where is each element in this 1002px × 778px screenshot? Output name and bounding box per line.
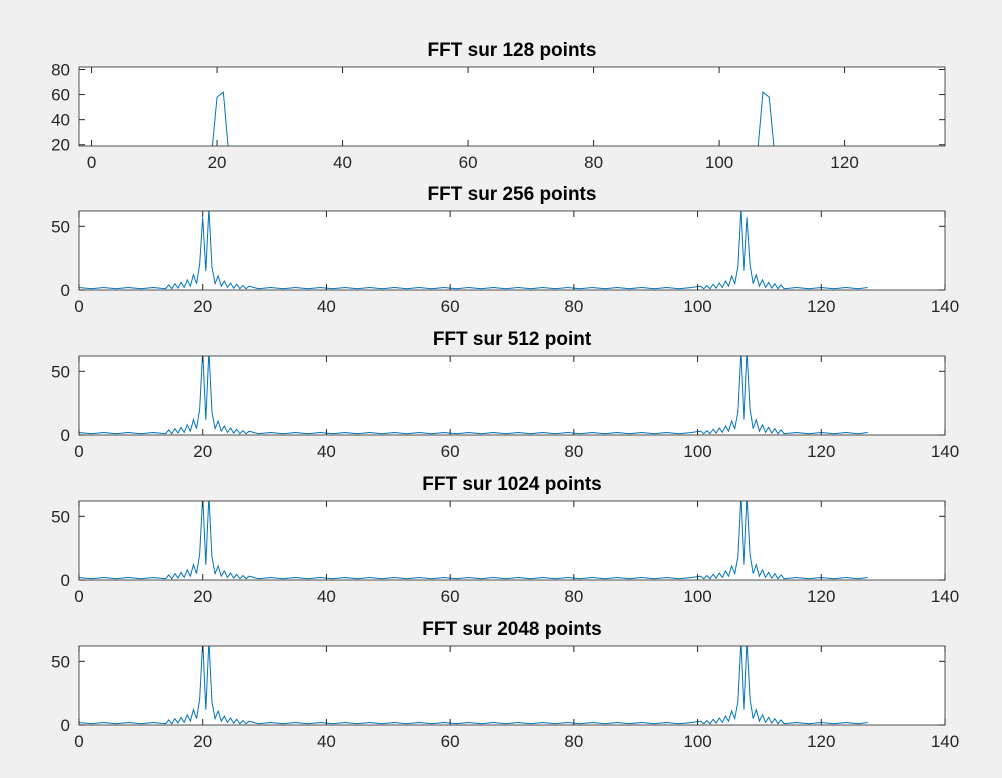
axes bbox=[79, 211, 945, 290]
x-tick-label: 0 bbox=[74, 732, 83, 751]
y-tick-label: 50 bbox=[51, 652, 70, 671]
x-tick-label: 40 bbox=[317, 587, 336, 606]
x-tick-label: 80 bbox=[564, 732, 583, 751]
fft-line bbox=[79, 501, 868, 580]
axes-box bbox=[78, 355, 946, 436]
axes bbox=[79, 356, 945, 435]
subplot: FFT sur 128 points 0 20 40 60 80 100 120 20 40 60 8… bbox=[51, 40, 946, 172]
x-tick-label: 20 bbox=[193, 442, 212, 461]
x-tick-label: 20 bbox=[193, 297, 212, 316]
x-tick-label: 100 bbox=[705, 153, 733, 172]
subplot-title: FFT sur 256 points bbox=[428, 184, 597, 205]
axes bbox=[79, 67, 945, 146]
x-tick-label: 120 bbox=[807, 442, 835, 461]
axes-box bbox=[78, 645, 946, 726]
x-tick-label: 120 bbox=[807, 297, 835, 316]
x-tick-label: 100 bbox=[683, 442, 711, 461]
x-tick-label: 40 bbox=[317, 297, 336, 316]
x-tick-label: 140 bbox=[931, 297, 959, 316]
x-tick-label: 120 bbox=[807, 732, 835, 751]
y-tick-label: 50 bbox=[51, 507, 70, 526]
subplot: FFT sur 512 point 0 20 40 60 80 100 120 140 0 50 bbox=[51, 329, 959, 461]
subplot: FFT sur 256 points 0 20 40 60 80 100 120 140 0 50 bbox=[51, 184, 959, 316]
x-tick-label: 20 bbox=[208, 153, 227, 172]
axes bbox=[79, 646, 945, 725]
x-tick-label: 80 bbox=[564, 442, 583, 461]
subplot-title: FFT sur 1024 points bbox=[422, 474, 601, 495]
x-tick-label: 0 bbox=[74, 297, 83, 316]
x-tick-label: 20 bbox=[193, 587, 212, 606]
y-tick-label: 40 bbox=[51, 111, 70, 130]
x-tick-label: 40 bbox=[317, 442, 336, 461]
fft-line bbox=[79, 211, 868, 290]
axes-box bbox=[78, 66, 946, 147]
x-tick-label: 100 bbox=[683, 732, 711, 751]
x-tick-label: 100 bbox=[683, 587, 711, 606]
y-tick-label: 20 bbox=[51, 136, 70, 155]
x-tick-label: 80 bbox=[564, 587, 583, 606]
axes-box bbox=[78, 210, 946, 291]
subplot-title: FFT sur 128 points bbox=[428, 40, 597, 61]
subplot-title: FFT sur 512 point bbox=[433, 329, 592, 350]
x-tick-label: 60 bbox=[441, 442, 460, 461]
axes bbox=[79, 501, 945, 580]
x-tick-label: 40 bbox=[317, 732, 336, 751]
x-tick-label: 60 bbox=[441, 587, 460, 606]
y-tick-label: 0 bbox=[61, 571, 70, 590]
subplot: FFT sur 1024 points 0 20 40 60 80 100 120 140 0 50 bbox=[51, 474, 959, 606]
x-tick-label: 60 bbox=[441, 297, 460, 316]
y-tick-label: 0 bbox=[61, 716, 70, 735]
y-tick-label: 50 bbox=[51, 217, 70, 236]
y-tick-label: 60 bbox=[51, 86, 70, 105]
x-tick-label: 40 bbox=[333, 153, 352, 172]
axes-box bbox=[78, 500, 946, 581]
x-tick-label: 120 bbox=[830, 153, 858, 172]
x-tick-label: 0 bbox=[87, 153, 96, 172]
fft-line bbox=[211, 91, 775, 146]
y-tick-label: 0 bbox=[61, 281, 70, 300]
x-tick-label: 100 bbox=[683, 297, 711, 316]
x-tick-label: 140 bbox=[931, 442, 959, 461]
x-tick-label: 120 bbox=[807, 587, 835, 606]
x-tick-label: 140 bbox=[931, 732, 959, 751]
subplot: FFT sur 2048 points 0 20 40 60 80 100 120 140 0 50 bbox=[51, 619, 959, 751]
x-tick-label: 0 bbox=[74, 587, 83, 606]
x-tick-label: 60 bbox=[441, 732, 460, 751]
subplot-title: FFT sur 2048 points bbox=[422, 619, 601, 640]
y-tick-label: 80 bbox=[51, 61, 70, 80]
x-tick-label: 20 bbox=[193, 732, 212, 751]
x-tick-label: 80 bbox=[564, 297, 583, 316]
fft-line bbox=[79, 356, 868, 435]
x-tick-label: 80 bbox=[584, 153, 603, 172]
y-tick-label: 0 bbox=[61, 426, 70, 445]
x-tick-label: 0 bbox=[74, 442, 83, 461]
x-tick-label: 60 bbox=[459, 153, 478, 172]
x-tick-label: 140 bbox=[931, 587, 959, 606]
fft-line bbox=[79, 646, 868, 725]
y-tick-label: 50 bbox=[51, 362, 70, 381]
